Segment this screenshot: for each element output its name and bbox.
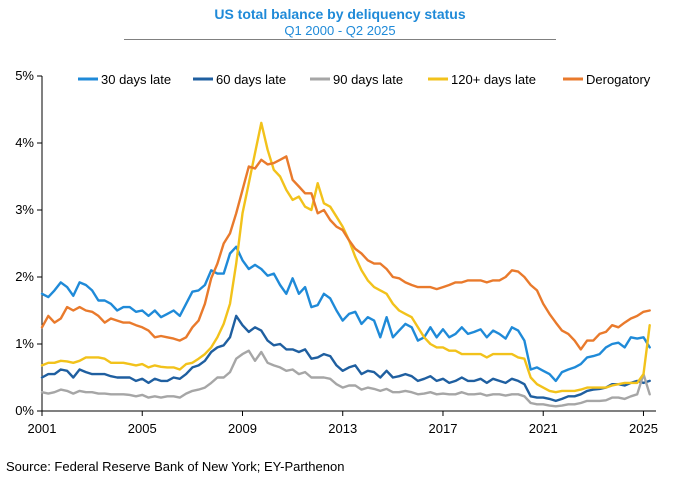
series-line-90-days-late	[40, 349, 651, 408]
source-note: Source: Federal Reserve Bank of New York…	[6, 459, 345, 474]
legend-label-30-days-late: 30 days late	[101, 72, 171, 87]
series-line-derogatory	[40, 155, 651, 351]
x-tick-label: 2009	[228, 421, 257, 436]
legend-label-derogatory: Derogatory	[586, 72, 651, 87]
y-tick-label: 0%	[15, 403, 34, 418]
x-tick-label: 2021	[529, 421, 558, 436]
x-tick-label: 2017	[429, 421, 458, 436]
series-lines	[40, 121, 651, 408]
legend-label-120-days-late: 120+ days late	[451, 72, 536, 87]
x-tick-label: 2005	[128, 421, 157, 436]
y-tick-label: 2%	[15, 269, 34, 284]
x-tick-label: 2001	[28, 421, 57, 436]
series-line-60-days-late	[40, 314, 651, 403]
legend-label-60-days-late: 60 days late	[216, 72, 286, 87]
title-rule	[124, 39, 556, 40]
chart-subtitle: Q1 2000 - Q2 2025	[284, 23, 396, 38]
x-tick-label: 2025	[629, 421, 658, 436]
y-tick-label: 5%	[15, 68, 34, 83]
x-tick-label: 2013	[328, 421, 357, 436]
y-tick-label: 3%	[15, 202, 34, 217]
y-tick-label: 4%	[15, 135, 34, 150]
chart-title: US total balance by deliquency status	[214, 6, 466, 22]
series-line-120-days-late	[40, 121, 651, 394]
axes: 0% 1% 2% 3% 4% 5% 2001 2005 2009 2013 2017 2021 2025	[15, 68, 658, 436]
y-tick-label: 1%	[15, 336, 34, 351]
series-line-30-days-late	[40, 245, 651, 383]
legend-label-90-days-late: 90 days late	[333, 72, 403, 87]
legend: 30 days late 60 days late 90 days late 120+…	[78, 72, 651, 87]
